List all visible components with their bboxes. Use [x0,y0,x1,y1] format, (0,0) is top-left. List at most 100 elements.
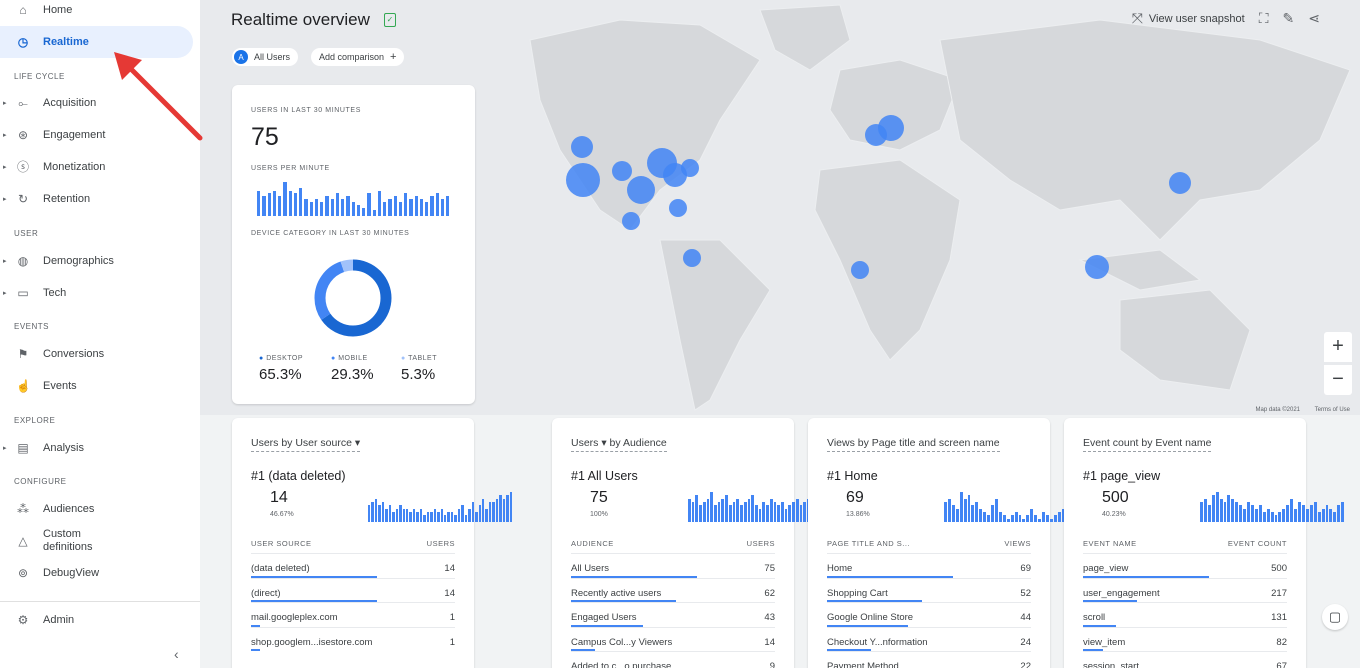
nav-engagement[interactable]: ▸ ⊛ Engagement [0,119,193,151]
share-icon[interactable]: ⋖ [1308,10,1320,26]
spark-bar [1250,505,1254,522]
add-comparison-button[interactable]: Add comparison + [311,48,405,66]
spark-bar [747,498,751,522]
nav-monetization[interactable]: ▸ ⓢ Monetization [0,151,193,183]
nav-admin[interactable]: ⚙ Admin [0,604,193,636]
per-minute-bar [293,193,297,216]
table-row[interactable]: shop.googlem...isestore.com 1 [251,626,455,651]
sparkline-chart[interactable] [368,492,513,522]
nav-acquisition[interactable]: ▸ ⟜ Acquisition [0,87,193,119]
nav-admin-label: Admin [43,613,75,626]
row-name: view_item [1083,636,1126,648]
nav-custom-definitions[interactable]: △ Custom definitions [0,526,193,556]
table-row[interactable]: Shopping Cart 52 [827,577,1031,602]
spark-bar [378,505,381,522]
table-row[interactable]: Checkout Y...nformation 24 [827,626,1031,651]
spark-bar [780,502,784,522]
table-row[interactable]: All Users 75 [571,553,775,578]
column-header: PAGE TITLE AND S... [827,539,910,548]
table-rows: All Users 75 Recently active users 62 Engage… [571,553,775,668]
expand-caret-icon: ▸ [3,132,7,139]
spark-bar [368,505,371,522]
spark-bar [967,495,971,522]
users-per-minute-chart[interactable] [257,182,450,216]
table-row[interactable]: Home 69 [827,553,1031,578]
spark-bar [1030,508,1034,522]
spark-bar [769,498,773,522]
table-row[interactable]: Recently active users 62 [571,577,775,602]
view-user-snapshot-button[interactable]: ⤧ View user snapshot [1132,10,1245,27]
row-value: 82 [1276,636,1287,648]
spark-bar [433,508,437,522]
row-value: 67 [1276,661,1287,668]
card-event-count: Event count by Event name #1 page_view 500… [1064,418,1345,668]
nav-retention[interactable]: ▸ ↻ Retention [0,183,193,215]
all-users-chip[interactable]: A All Users [232,48,299,66]
spark-bar [994,498,998,522]
top-item-value: 75 [590,489,608,506]
zoom-out-button[interactable]: − [1324,365,1352,395]
spark-bar [392,512,395,522]
donut-slice-mobile[interactable] [314,259,392,337]
feedback-icon[interactable]: ▢ [1322,604,1348,630]
table-row[interactable]: Campus Col...y Viewers 14 [571,626,775,651]
nav-conversions[interactable]: ⚑ Conversions [0,338,193,370]
card-title[interactable]: Users ▾ by Audience [571,437,667,452]
row-name: Campus Col...y Viewers [571,636,673,648]
table-row[interactable]: page_view 500 [1083,553,1287,578]
spark-bar [416,512,419,522]
nav-demographics[interactable]: ▸ ◍ Demographics [0,245,193,277]
spark-bar [792,502,795,522]
card-title[interactable]: Event count by Event name [1083,437,1212,452]
compare-icon[interactable]: ✓ [384,13,396,27]
card-title[interactable]: Users by User source ▾ [251,437,361,452]
spark-bar [1211,495,1215,522]
per-minute-bar [425,201,429,216]
table-row[interactable]: Engaged Users 43 [571,602,775,627]
map-terms-link[interactable]: Terms of Use [1314,407,1350,413]
spark-bar [1243,508,1247,522]
table-row[interactable]: mail.googleplex.com 1 [251,602,455,627]
spark-bar [1321,508,1325,522]
table-row[interactable]: scroll 131 [1083,602,1287,627]
tablet-dot-icon: ● [401,355,406,362]
spark-bar [426,512,430,522]
nav-events[interactable]: ☝ Events [0,370,193,402]
nav-tech[interactable]: ▸ ▭ Tech [0,277,193,309]
spark-bar [1341,502,1345,522]
nav-analysis[interactable]: ▸ ▤ Analysis [0,432,193,464]
nav-debugview-label: DebugView [43,566,100,579]
row-value: 500 [1271,563,1287,574]
table-row[interactable]: view_item 82 [1083,626,1287,651]
donut-slice-tablet[interactable] [314,259,392,337]
per-minute-bar [299,187,303,216]
customize-report-icon[interactable]: ✎ [1282,10,1295,26]
collapse-sidebar-icon[interactable]: ‹ [174,646,179,662]
table-row[interactable]: (data deleted) 14 [251,553,455,578]
row-name: Engaged Users [571,612,637,623]
sparkline-chart[interactable] [1200,492,1345,522]
column-header: USER SOURCE [251,539,312,548]
table-row[interactable]: Google Online Store 44 [827,602,1031,627]
table-row[interactable]: session_start 67 [1083,651,1287,668]
device-donut-chart[interactable] [312,257,394,339]
nav-debugview[interactable]: ⊚ DebugView [0,557,193,589]
spark-bar [402,508,405,522]
table-row[interactable]: Added to c...o purchase 9 [571,651,775,668]
per-minute-bar [314,199,318,216]
zoom-in-button[interactable]: + [1324,332,1352,362]
fullscreen-icon[interactable]: ⛶ [1258,10,1269,26]
table-row[interactable]: Payment Method 22 [827,651,1031,668]
sidebar-divider [0,601,200,602]
nav-realtime-label: Realtime [43,35,89,48]
nav-acquisition-label: Acquisition [43,96,97,109]
nav-realtime[interactable]: ◷ Realtime [0,26,193,58]
location-dot [683,249,701,267]
nav-home[interactable]: ⌂ Home [0,0,193,26]
nav-audiences[interactable]: ⁂ Audiences [0,493,193,525]
table-row[interactable]: (direct) 14 [251,577,455,602]
location-dot [622,212,640,230]
spark-bar [1325,505,1329,522]
table-row[interactable]: user_engagement 217 [1083,577,1287,602]
card-title[interactable]: Views by Page title and screen name [827,437,1000,452]
